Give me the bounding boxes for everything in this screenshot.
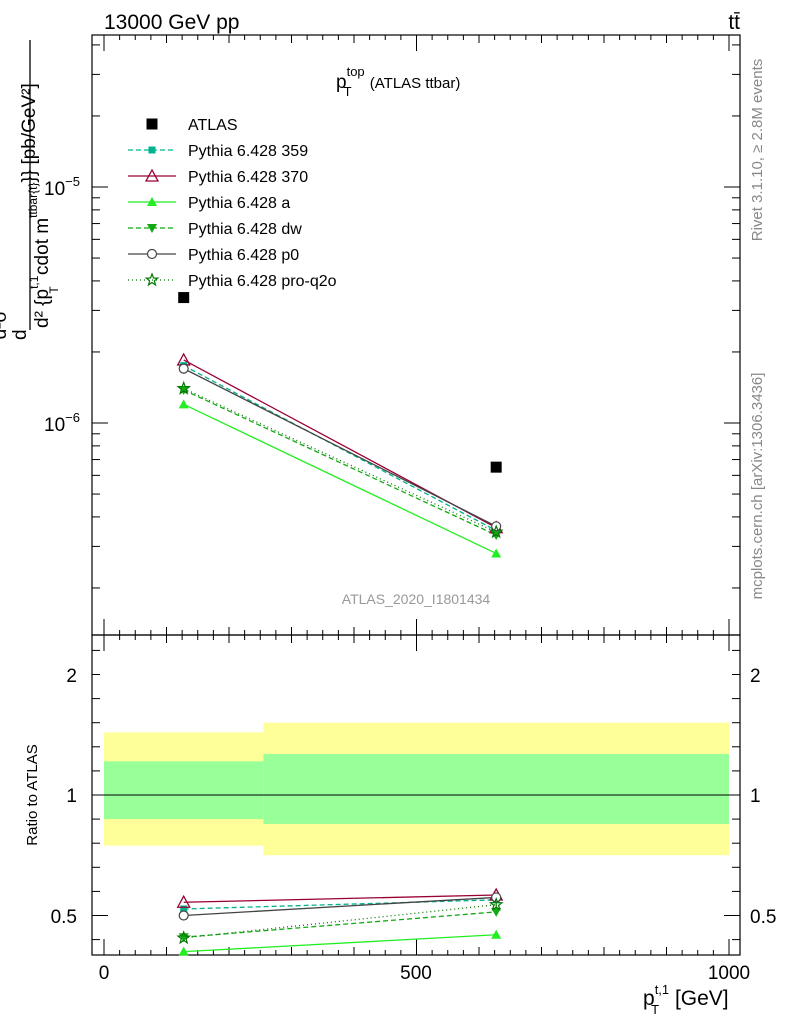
main-point-pp0 — [178, 363, 189, 374]
xtick-label-500: 500 — [400, 963, 432, 984]
main-line-pq2o — [183, 387, 497, 533]
legend-label-pdw: Pythia 6.428 dw — [188, 221, 302, 238]
legend: ATLAS Pythia 6.428 359 Pythia 6.428 370 Pyt… — [128, 117, 337, 290]
source-label: mcplots.cern.ch [arXiv:1306.3436] — [749, 373, 766, 600]
xtick-label-1000: 1000 — [708, 963, 750, 984]
xtick-label-0: 0 — [99, 963, 110, 984]
prediction-lines — [183, 359, 497, 953]
ratio-band-inner — [104, 761, 264, 820]
svg-text:d² {pt,1T cdot mttbar{t}}} [pb: d² {pt,1T cdot mttbar{t}}} [pb/GeV²] — [19, 83, 61, 328]
legend-marker-p359 — [148, 146, 156, 154]
legend-label-p359: Pythia 6.428 359 — [188, 143, 308, 160]
ratio-line-p359 — [183, 899, 497, 910]
svg-text:dd²σfid: dd²σfid — [0, 298, 31, 340]
ratio-ytick-label-left-0.5: 0.5 — [51, 907, 77, 928]
ratio-ytick-label-right-2: 2 — [750, 666, 761, 687]
legend-label-pp0: Pythia 6.428 p0 — [188, 247, 299, 264]
ratio-point-pa — [491, 929, 502, 939]
ratio-point-pq2o — [176, 930, 192, 945]
main-point-pa — [178, 399, 189, 409]
ratio-band-inner — [263, 754, 729, 824]
legend-label-atlas: ATLAS — [188, 117, 238, 134]
legend-label-p370: Pythia 6.428 370 — [188, 169, 308, 186]
legend-marker-pq2o — [144, 272, 160, 287]
ratio-point-pa — [178, 946, 189, 956]
ratio-line-pq2o — [183, 904, 497, 939]
ratio-ytick-label-left-2: 2 — [66, 666, 77, 687]
title-subscript: T — [344, 84, 352, 99]
legend-marker-pa — [147, 197, 157, 206]
main-line-pdw — [183, 389, 497, 536]
ratio-lines — [183, 894, 497, 953]
main-point-pa — [491, 548, 502, 558]
ratio-ytick-label-left-1: 1 — [66, 786, 77, 807]
ratio-point-pdw — [491, 907, 502, 917]
ratio-point-pq2o — [488, 897, 504, 911]
legend-marker-p370 — [144, 168, 160, 182]
legend-marker-atlas — [146, 118, 158, 130]
ratio-line-pp0 — [183, 896, 497, 917]
main-ytick-label-1e-5: 10−5 — [44, 174, 80, 200]
main-point-pq2o — [176, 380, 192, 395]
main-line-pp0 — [183, 368, 497, 527]
title-superscript: top — [347, 64, 365, 79]
ratio-ytick-label-right-1: 1 — [750, 786, 761, 807]
atlas-data-point — [490, 461, 502, 473]
atlas-data-point — [178, 292, 190, 304]
main-y-axis-label: dd²σfid d² {pt,1T cdot mttbar{t}}} [pb/G… — [0, 40, 61, 340]
process-label: tt̄ — [728, 11, 740, 34]
data-markers — [176, 292, 504, 956]
legend-marker-pdw — [147, 224, 157, 233]
ratio-uncertainty-bands — [92, 722, 740, 856]
ratio-line-pdw — [183, 911, 497, 938]
analysis-watermark: ATLAS_2020_I1801434 — [342, 591, 491, 607]
axis-ticks — [92, 35, 740, 955]
ratio-line-p370 — [183, 894, 497, 903]
legend-marker-pp0 — [146, 248, 158, 260]
main-point-pq2o — [488, 524, 504, 539]
x-axis-label: pt,1 T [GeV] — [643, 982, 729, 1017]
legend-label-pa: Pythia 6.428 a — [188, 195, 290, 212]
main-line-pa — [183, 403, 497, 555]
title-suffix: (ATLAS ttbar) — [366, 75, 461, 92]
energy-label: 13000 GeV pp — [104, 11, 239, 34]
ratio-point-pp0 — [178, 910, 189, 921]
rivet-version-label: Rivet 3.1.10, ≥ 2.8M events — [749, 59, 766, 242]
ratio-line-pa — [183, 934, 497, 953]
ratio-point-p370 — [176, 894, 191, 908]
main-panel-title: ptop T (ATLAS ttbar) — [336, 64, 460, 99]
ratio-point-p359 — [180, 905, 188, 913]
legend-label-pq2o: Pythia 6.428 pro-q2o — [188, 273, 337, 290]
main-ytick-label-1e-6: 10−6 — [44, 410, 80, 436]
ratio-ytick-label-right-0.5: 0.5 — [750, 907, 776, 928]
ratio-y-axis-label: Ratio to ATLAS — [24, 744, 41, 845]
